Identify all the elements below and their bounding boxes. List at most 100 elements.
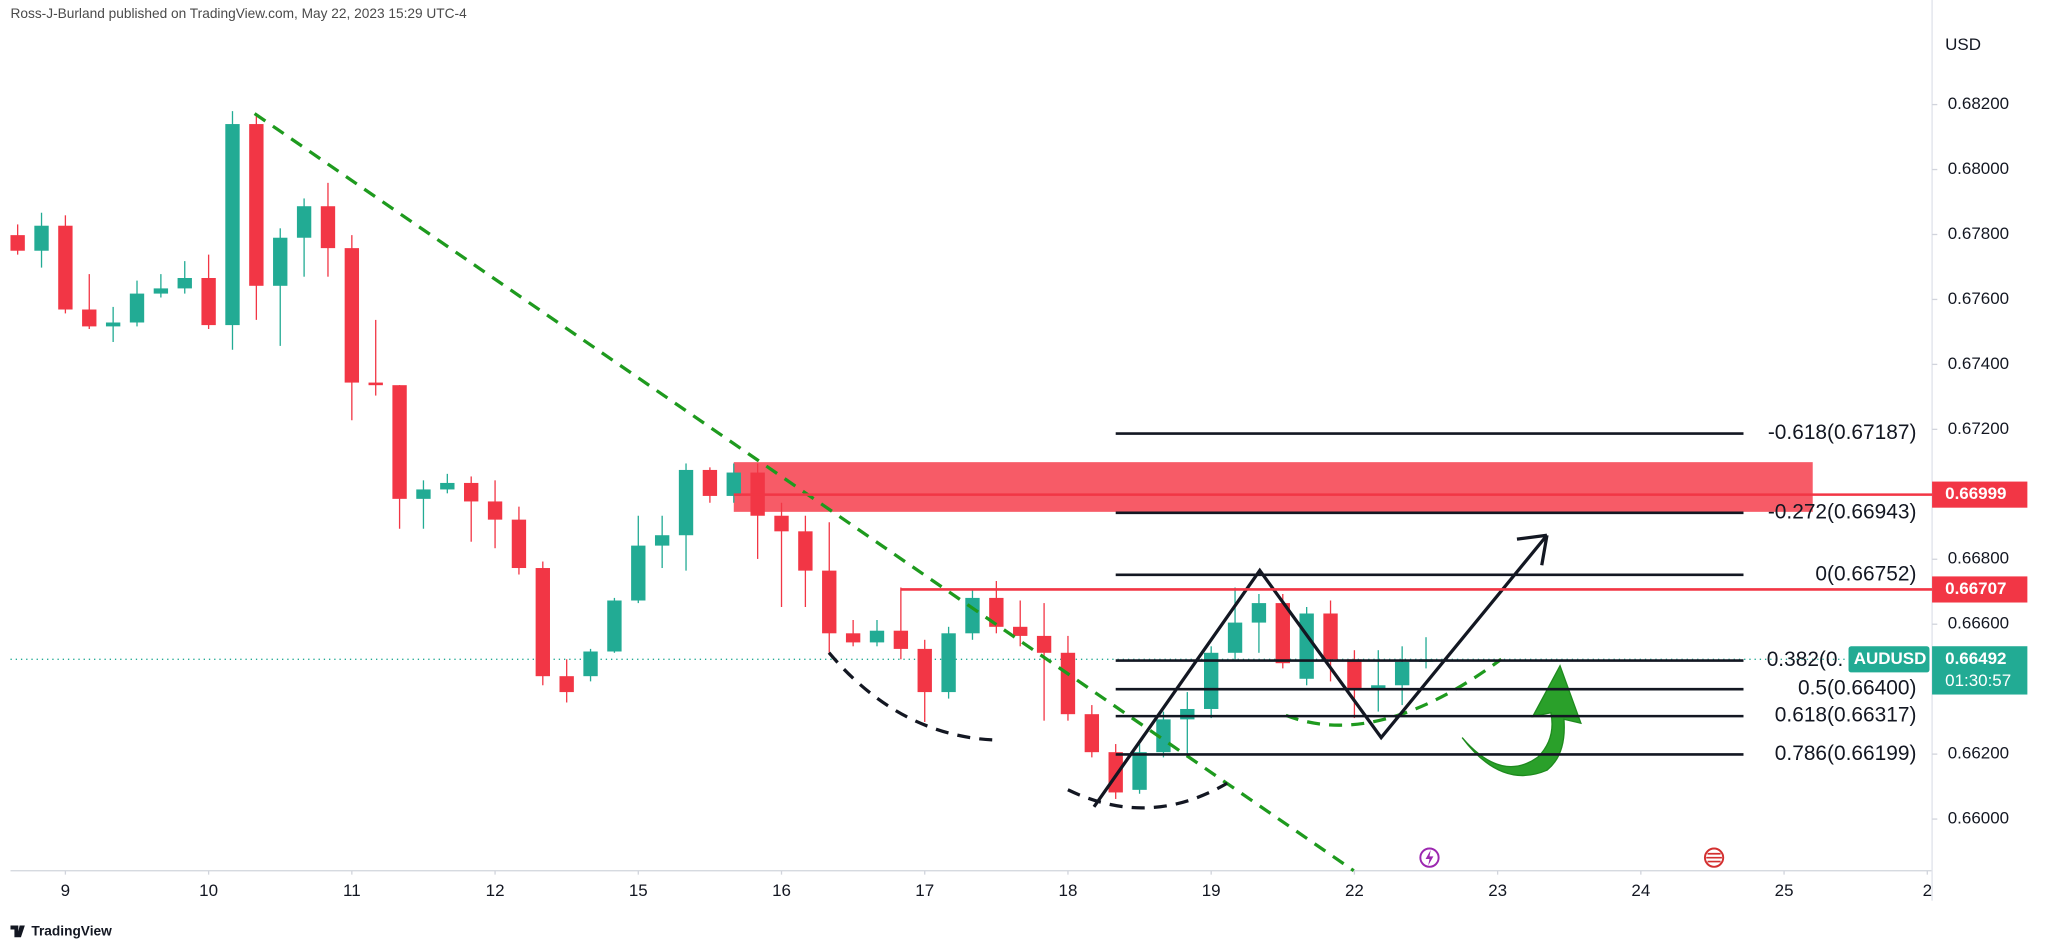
candle-body xyxy=(344,248,360,383)
x-tick-label: 15 xyxy=(629,881,648,900)
arc xyxy=(1067,781,1228,810)
x-tick-label: 17 xyxy=(915,881,934,900)
candle-body xyxy=(320,206,336,249)
footer: TradingView xyxy=(10,924,112,939)
fib-label: 0.5(0.66400) xyxy=(1798,677,1916,700)
drawings xyxy=(253,112,1582,873)
curved-arrow xyxy=(1461,664,1582,777)
candle-body xyxy=(487,501,503,520)
candle-body xyxy=(440,482,455,490)
candle-body xyxy=(1156,719,1171,753)
overlays: -0.618(0.67187) -0.272(0.66943) 0(0.66752)… xyxy=(733,421,1933,765)
symbol-label: AUDUSD xyxy=(1854,649,1927,668)
candle-body xyxy=(798,531,813,571)
candle-body xyxy=(249,124,264,286)
y-tick-label: 0.66200 xyxy=(1948,744,2009,763)
x-tick-label: 19 xyxy=(1202,881,1221,900)
candle-body xyxy=(869,630,885,643)
candle-body xyxy=(225,124,240,326)
y-tick-label: 0.67600 xyxy=(1948,289,2009,308)
price-label-box xyxy=(1932,576,2028,603)
y-tick-label: 0.68200 xyxy=(1948,94,2009,113)
trend-line xyxy=(253,112,1355,873)
price-label-box xyxy=(1932,481,2028,508)
candle-body xyxy=(1275,603,1290,664)
trend-curve xyxy=(1285,657,1503,727)
x-tick-label: 25 xyxy=(1775,881,1794,900)
candle-body xyxy=(1132,752,1147,790)
candle-body xyxy=(273,237,288,286)
candle-body xyxy=(177,278,192,289)
candle-body xyxy=(368,382,383,386)
y-tick-label: 0.68000 xyxy=(1948,159,2009,178)
fib-label: 0(0.66752) xyxy=(1815,562,1916,585)
candle-body xyxy=(654,535,670,546)
candle-body xyxy=(464,482,479,502)
y-tick-label: 0.67800 xyxy=(1948,224,2009,243)
candle-body xyxy=(917,648,932,693)
symbol-box xyxy=(1848,646,1930,673)
candle-body xyxy=(153,288,169,294)
x-tick-label: 9 xyxy=(61,881,70,900)
x-tick-label: 10 xyxy=(199,881,218,900)
countdown-label: 01:30:57 xyxy=(1945,671,2011,690)
candles xyxy=(10,111,1434,799)
x-tick-label: 2 xyxy=(1923,881,1932,900)
drawings-under xyxy=(10,462,1933,660)
currency-label: USD xyxy=(1945,35,1981,54)
candle-body xyxy=(535,568,550,677)
candle-body xyxy=(1323,613,1338,660)
candle-body xyxy=(82,309,97,327)
candle-body xyxy=(58,225,73,310)
candle-body xyxy=(631,545,646,601)
x-tick-label: 24 xyxy=(1631,881,1650,900)
header: Ross-J-Burland published on TradingView.… xyxy=(10,6,467,21)
y-tick-label: 0.66600 xyxy=(1948,614,2009,633)
candle-body xyxy=(1013,626,1028,636)
fib-label: -0.272(0.66943) xyxy=(1768,500,1917,523)
price-label: 0.66707 xyxy=(1945,579,2006,598)
candle-body xyxy=(1084,714,1100,753)
x-tick-label: 11 xyxy=(343,881,361,900)
candle-body xyxy=(845,633,861,643)
last-price-box xyxy=(1932,646,2028,695)
candle-body xyxy=(1251,603,1267,623)
fib-label: 0.786(0.66199) xyxy=(1775,742,1917,765)
candle-body xyxy=(105,322,121,327)
x-tick-label: 12 xyxy=(486,881,505,900)
candle-body xyxy=(511,519,527,569)
fib-label: 0.618(0.66317) xyxy=(1775,704,1917,727)
candle-body xyxy=(965,597,980,634)
candle-body xyxy=(1108,752,1123,793)
candle-body xyxy=(201,278,216,326)
candle-body xyxy=(989,597,1004,627)
candle-body xyxy=(559,676,574,693)
candle-body xyxy=(1060,652,1076,715)
candle-body xyxy=(10,235,25,251)
candle-body xyxy=(822,570,837,634)
candle-body xyxy=(1371,685,1386,689)
y-tick-label: 0.66800 xyxy=(1948,549,2009,568)
fib-label: -0.618(0.67187) xyxy=(1768,421,1917,444)
x-tick-label: 23 xyxy=(1488,881,1507,900)
y-tick-label: 0.66000 xyxy=(1948,809,2009,828)
resistance-zone xyxy=(733,462,1813,512)
candle-body xyxy=(296,206,312,238)
candle-body xyxy=(392,385,407,499)
candle-body xyxy=(893,630,909,649)
candle-body xyxy=(34,225,49,251)
y-tick-label: 0.67200 xyxy=(1948,419,2009,438)
arc xyxy=(827,651,999,742)
candle-body xyxy=(1036,635,1052,653)
y-tick-label: 0.67400 xyxy=(1948,354,2009,373)
x-tick-label: 18 xyxy=(1059,881,1078,900)
candle-body xyxy=(678,469,694,536)
logo xyxy=(10,925,25,938)
candle-body xyxy=(726,472,741,496)
candle-body xyxy=(416,489,431,499)
candle-body xyxy=(1204,652,1219,709)
candle-body xyxy=(774,515,789,532)
last-price-label: 0.66492 xyxy=(1945,649,2006,668)
candle-body xyxy=(941,633,956,693)
